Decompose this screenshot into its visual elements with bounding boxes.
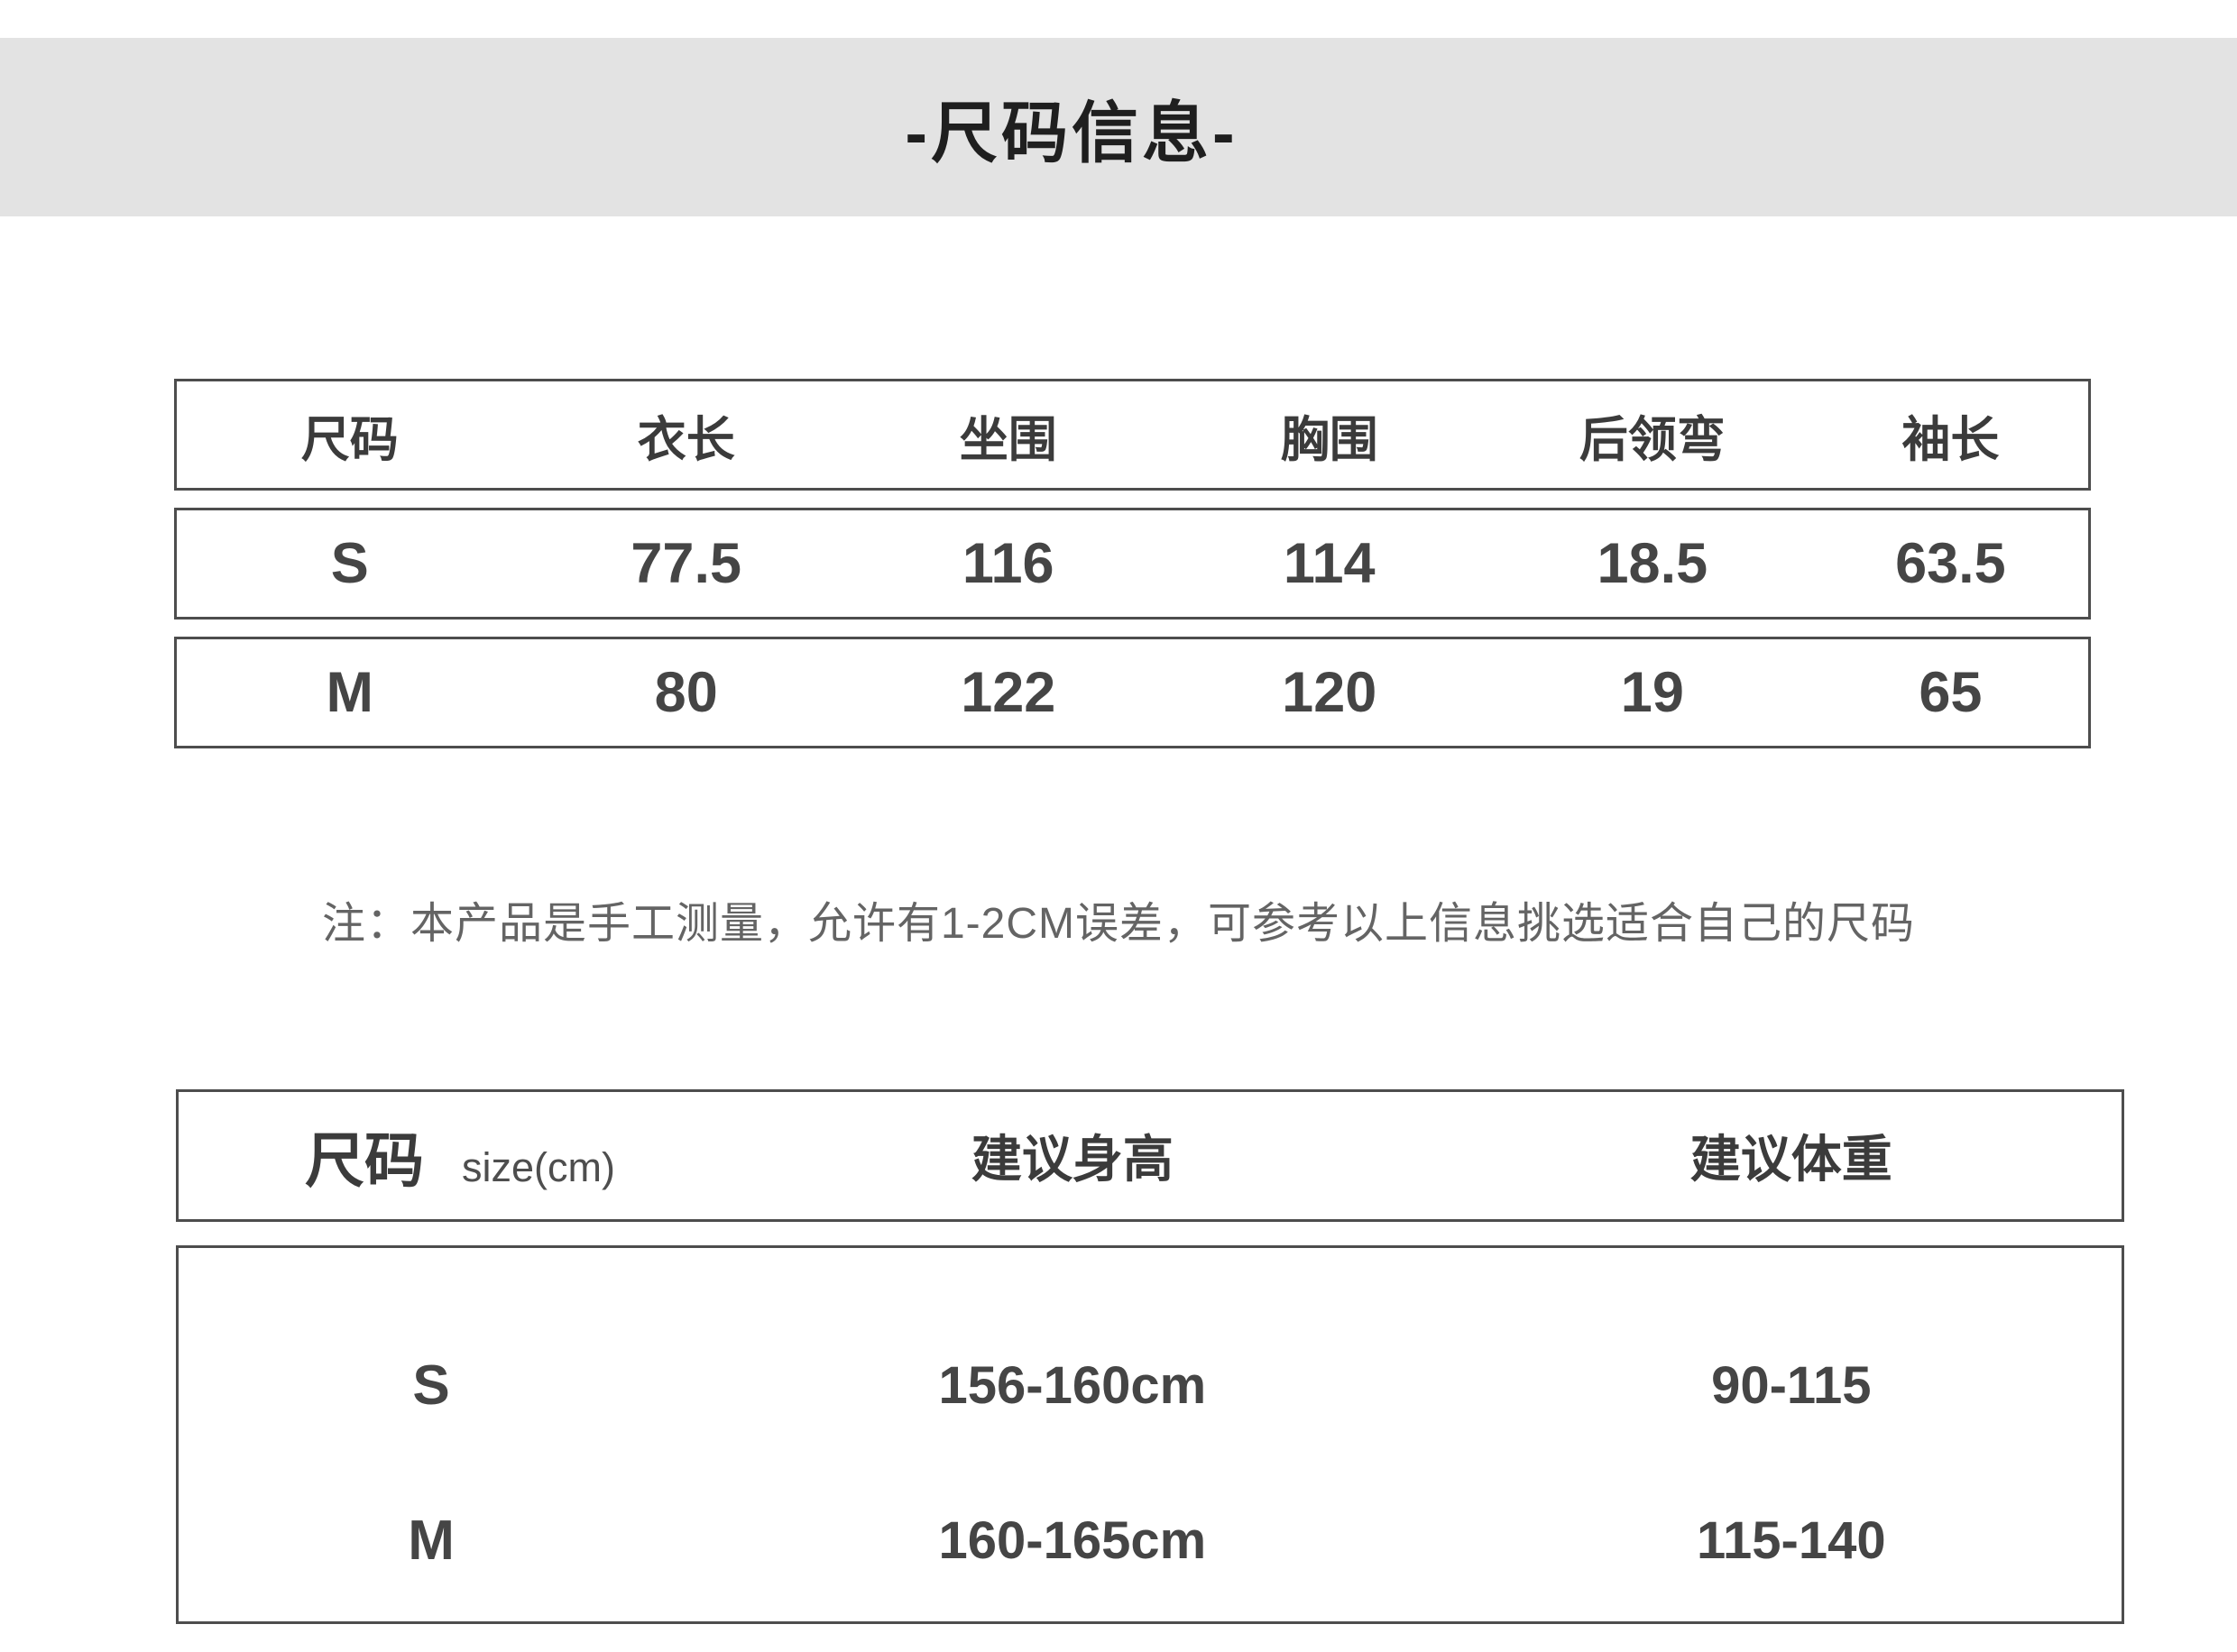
size-header-group: 尺码 size(cm)	[179, 1113, 684, 1199]
size-recommendation-table: 尺码 size(cm) 建议身高 建议体重 S 156-160cm 90-115…	[176, 1089, 2124, 1624]
column-header-hip: 坐围	[959, 412, 1057, 467]
cell-sleeve-length: 63.5	[1895, 532, 2006, 595]
column-header-bust: 胸围	[1280, 412, 1378, 467]
measurement-row-m: M 80 122 120 19 65	[174, 637, 2091, 748]
cell-sleeve-length: 65	[1919, 661, 1983, 724]
cell-suggested-height: 160-165cm	[938, 1510, 1207, 1570]
cell-hip: 116	[962, 532, 1054, 595]
measurement-note: 注：本产品是手工测量，允许有1-2CM误差，可参考以上信息挑选适合自己的尺码	[321, 900, 1916, 948]
cell-size: M	[408, 1509, 455, 1572]
cell-bust: 114	[1283, 532, 1376, 595]
column-header-suggested-height: 建议身高	[971, 1131, 1174, 1188]
cell-garment-length: 77.5	[631, 532, 742, 595]
cell-size: S	[412, 1354, 450, 1417]
column-header-size: 尺码	[305, 1126, 424, 1194]
size-info-banner: -尺码信息-	[0, 38, 2237, 216]
size-row-s: S 156-160cm 90-115	[179, 1308, 2122, 1463]
cell-suggested-height: 156-160cm	[938, 1355, 1207, 1415]
measurement-table: 尺码 衣长 坐围 胸围 后领弯 袖长 S 77.5 116 114 18.5 6…	[174, 379, 2091, 748]
column-header-garment-length: 衣长	[637, 412, 735, 467]
measurement-header-row: 尺码 衣长 坐围 胸围 后领弯 袖长	[174, 379, 2091, 491]
cell-size: S	[330, 532, 369, 595]
cell-back-neck: 19	[1620, 661, 1684, 724]
cell-suggested-weight: 115-140	[1696, 1510, 1886, 1570]
cell-garment-length: 80	[654, 661, 718, 724]
page-title: -尺码信息-	[905, 95, 1238, 170]
size-recommendation-body: S 156-160cm 90-115 M 160-165cm 115-140	[176, 1245, 2124, 1624]
size-recommendation-header-row: 尺码 size(cm) 建议身高 建议体重	[176, 1089, 2124, 1222]
cell-back-neck: 18.5	[1597, 532, 1708, 595]
column-header-sleeve-length: 袖长	[1901, 412, 2000, 467]
cell-size: M	[326, 661, 373, 724]
column-header-size: 尺码	[300, 412, 399, 467]
measurement-row-s: S 77.5 116 114 18.5 63.5	[174, 508, 2091, 620]
cell-bust: 120	[1282, 661, 1377, 724]
size-row-m: M 160-165cm 115-140	[179, 1463, 2122, 1618]
cell-hip: 122	[961, 661, 1056, 724]
size-unit-label: size(cm)	[462, 1143, 615, 1190]
column-header-suggested-weight: 建议体重	[1689, 1131, 1892, 1188]
cell-suggested-weight: 90-115	[1711, 1355, 1872, 1415]
column-header-back-neck: 后领弯	[1579, 412, 1726, 467]
